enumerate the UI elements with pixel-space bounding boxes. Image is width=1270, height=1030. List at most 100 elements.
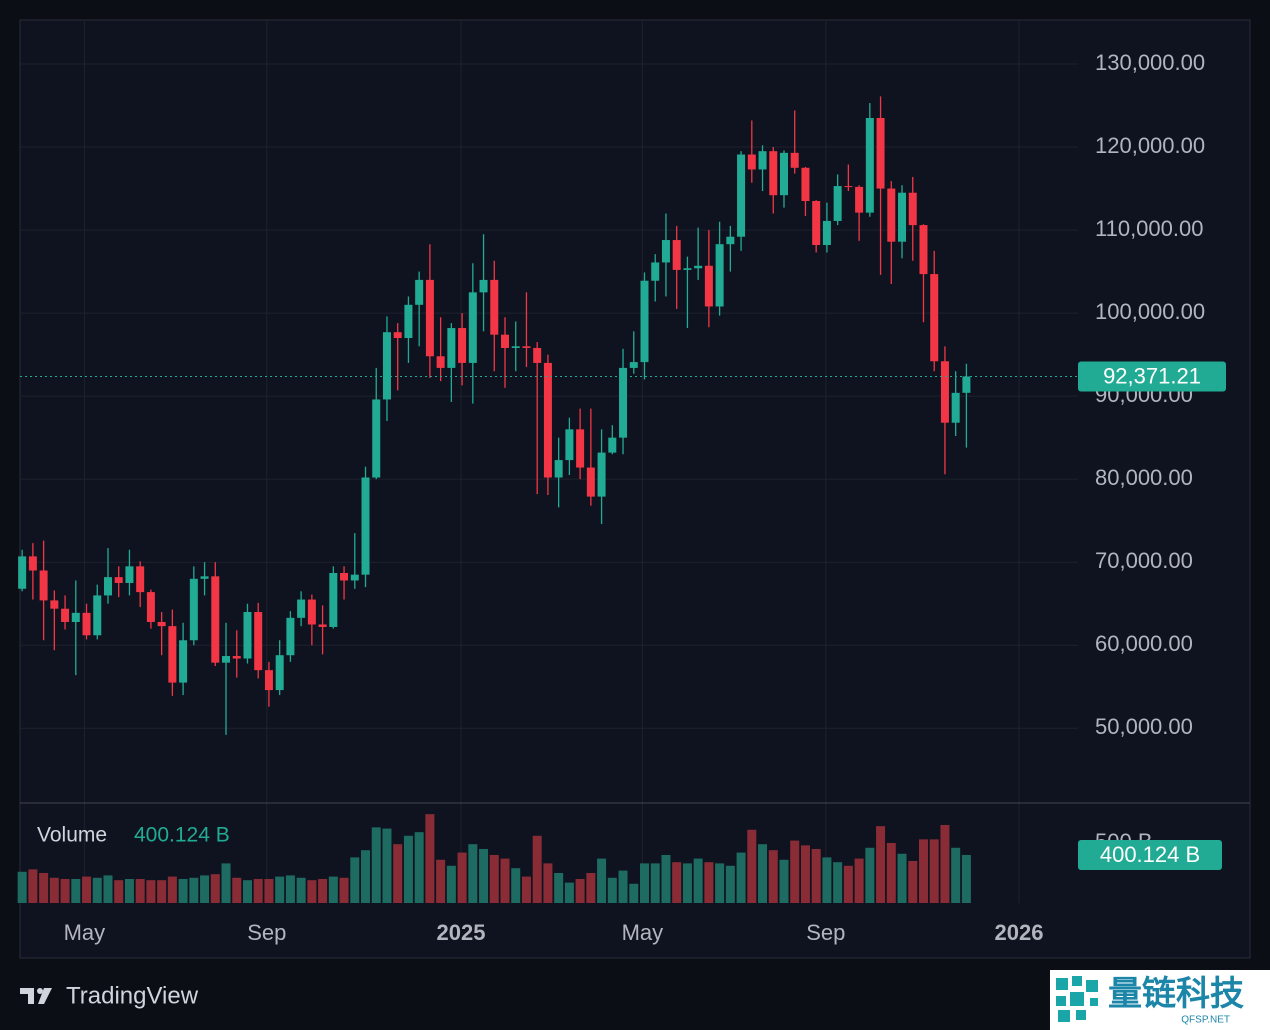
volume-bar: [693, 858, 703, 903]
volume-bar: [800, 845, 810, 903]
volume-bar: [135, 878, 145, 903]
volume-bar: [961, 854, 971, 903]
volume-bar: [951, 847, 961, 903]
candle-body: [661, 240, 670, 263]
volume-bar: [296, 877, 306, 903]
candle-body: [28, 556, 37, 571]
volume-bar: [28, 869, 38, 903]
candle-body: [157, 621, 166, 627]
candle-body: [254, 612, 263, 671]
candle-body: [286, 617, 295, 656]
volume-bar: [650, 863, 660, 903]
y-tick-label: 120,000.00: [1095, 133, 1205, 158]
last-price-label: 92,371.21: [1103, 363, 1201, 388]
volume-bar: [854, 858, 864, 903]
candle-body: [211, 576, 220, 663]
volume-bar: [629, 883, 639, 903]
candle-body: [779, 152, 788, 196]
candle-body: [822, 220, 831, 246]
chart-frame: [19, 19, 1251, 959]
volume-bar: [865, 847, 875, 903]
candle-body: [694, 265, 703, 269]
volume-bar: [49, 877, 59, 903]
candle-body: [168, 626, 177, 683]
volume-bar: [242, 880, 252, 903]
candle-body: [264, 670, 273, 691]
volume-bar: [436, 859, 446, 903]
y-tick-label: 110,000.00: [1095, 216, 1203, 241]
watermark-name: 量链科技: [1108, 975, 1244, 1013]
volume-bar: [371, 827, 381, 903]
candle-body: [554, 460, 563, 478]
x-tick-label: May: [622, 920, 664, 945]
candle-body: [189, 578, 198, 641]
candle-body: [93, 595, 102, 636]
volume-bar: [768, 850, 778, 903]
candle-body: [490, 279, 499, 335]
candle-body: [50, 600, 59, 609]
volume-bar: [60, 878, 70, 903]
candle-body: [447, 328, 456, 368]
volume-badge-label: 400.124 B: [1100, 842, 1200, 867]
candle-body: [103, 577, 112, 596]
candle-body: [758, 151, 767, 170]
volume-bar: [564, 882, 574, 903]
candle-body: [801, 167, 810, 202]
volume-bar: [468, 844, 478, 903]
candle-body: [565, 429, 574, 461]
volume-bar: [307, 880, 317, 903]
candle-body: [307, 599, 316, 625]
volume-bar: [521, 876, 531, 903]
candle-body: [425, 279, 434, 357]
last-price-badge: [1078, 361, 1226, 392]
candle-body: [458, 328, 467, 363]
x-tick-label: May: [64, 920, 106, 945]
candle-body: [522, 346, 531, 348]
candle-body: [511, 346, 520, 348]
volume-bar: [457, 852, 467, 903]
candle-body: [114, 577, 123, 583]
volume-bar: [339, 877, 349, 903]
candle-body: [61, 608, 70, 622]
volume-bar: [758, 844, 768, 903]
candle-body: [887, 188, 896, 242]
volume-badge: [1078, 839, 1222, 870]
volume-bar: [221, 863, 231, 903]
volume-bar: [511, 868, 521, 903]
y-tick-label: 80,000.00: [1095, 465, 1193, 490]
candle-body: [576, 429, 585, 468]
volume-bar: [232, 877, 242, 903]
candle-body: [200, 576, 209, 579]
candle-body: [136, 566, 145, 593]
volume-bar: [361, 850, 371, 903]
candle-body: [543, 362, 552, 478]
candle-body: [715, 244, 724, 307]
volume-bar: [715, 863, 725, 903]
volume-bar: [575, 878, 585, 903]
brand: TradingView: [66, 982, 199, 1009]
volume-bar: [489, 854, 499, 903]
volume-bar: [661, 854, 671, 903]
volume-bar: [189, 877, 199, 903]
candle-body: [737, 154, 746, 237]
candle-body: [18, 556, 27, 589]
candle-body: [747, 154, 756, 170]
candle-body: [940, 361, 949, 423]
candle-body: [329, 572, 338, 627]
volume-bar: [264, 878, 274, 903]
candle-body: [146, 592, 155, 622]
volume-bar: [833, 862, 843, 903]
candle-body: [930, 274, 939, 362]
volume-bar: [210, 874, 220, 903]
volume-bar: [92, 877, 102, 903]
volume-bar: [811, 848, 821, 903]
candle-body: [651, 262, 660, 281]
x-tick-label: Sep: [806, 920, 845, 945]
candle-body: [382, 332, 391, 400]
candle-body: [833, 186, 842, 221]
volume-bar: [124, 878, 134, 903]
candle-body: [179, 640, 188, 683]
volume-bar: [607, 877, 617, 903]
